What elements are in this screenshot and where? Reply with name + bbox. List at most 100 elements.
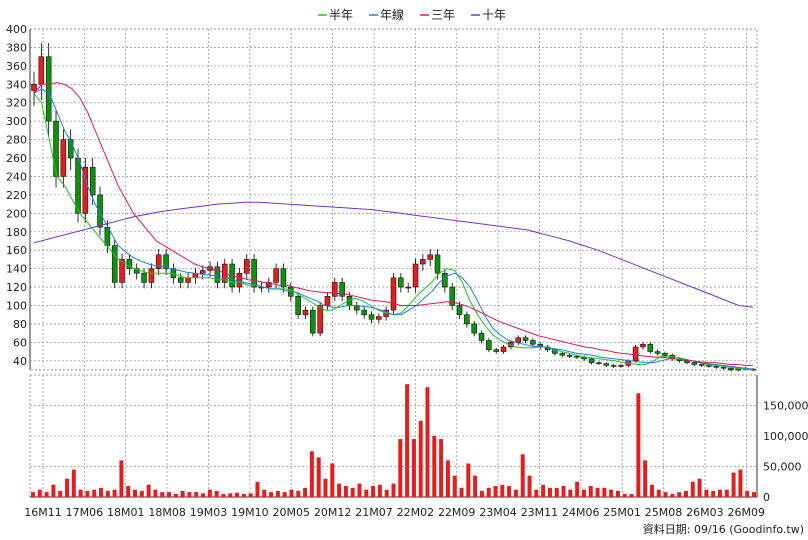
volume-bar [58,490,63,497]
candle-up [332,282,338,297]
volume-bar [133,489,138,497]
volume-bar [588,486,593,497]
volume-bar [479,490,484,497]
volume-bar [384,489,389,497]
volume-bar [683,490,688,497]
volume-bar [697,478,702,497]
volume-bar [112,489,117,497]
volume-bar [303,487,308,497]
time-tick-label: 23M11 [521,506,559,519]
volume-bar [275,490,280,497]
candle-up [324,296,331,306]
price-panel-grid [29,28,758,497]
candle-up [420,259,426,265]
price-tick-label: 140 [6,263,27,276]
price-tick-label: 400 [6,23,27,36]
ma-year-line [33,88,754,370]
candle-up [632,346,639,362]
volume-bar [677,492,682,497]
volume-bar [391,483,396,497]
candle-down [486,340,492,350]
candle-down [471,323,477,334]
candle-down [449,286,455,306]
volume-bar [398,439,403,497]
time-tick-label: 26M03 [686,506,724,519]
time-tick-label: 26M09 [728,506,766,519]
price-tick-label: 300 [6,115,27,128]
volume-bar [371,486,376,497]
volume-bar [194,492,199,497]
volume-bar [221,493,226,497]
candle-up [427,254,433,260]
volume-bar [643,460,648,497]
candle-down [251,259,257,288]
volume-bar [269,492,274,497]
volume-bar [214,490,219,497]
volume-bar [207,489,212,497]
volume-bar [316,457,321,497]
time-tick-label: 18M08 [148,506,186,519]
volume-tick-label: 50,000 [763,461,802,474]
price-tick-label: 180 [6,226,27,239]
volume-bar [405,384,410,497]
candle-down [89,166,96,196]
volume-bar [466,463,471,497]
price-tick-label: 100 [6,299,27,312]
candlestick-series [31,43,756,372]
volume-bar [330,463,335,497]
volume-bar [507,486,512,497]
volume-bar [602,487,607,497]
volume-bar [561,486,566,497]
volume-bar [296,490,301,497]
price-axis: 40 60 80 100 120 140 160 180 200 220 240 260 280 300 3… [6,23,31,370]
candle-down [141,272,147,283]
ma-three-year-line [33,81,753,366]
volume-bar [711,490,716,497]
candle-up [60,139,67,177]
volume-bar [235,492,240,497]
volume-bar [541,484,546,497]
time-tick-label: 24M06 [562,506,600,519]
volume-bar [282,492,287,497]
volume-bar [425,387,430,497]
candle-up [515,337,521,343]
candle-down [720,366,727,369]
volume-bar [92,489,97,497]
volume-bar [201,493,206,497]
candle-up [376,316,382,320]
volume-bar [323,478,328,497]
volume-bar [411,439,416,497]
price-tick-label: 320 [6,97,27,110]
legend-label: 三年 [431,8,455,22]
candle-up [119,259,125,283]
candle-up [236,272,243,288]
candle-up [244,259,250,274]
volume-bar [629,493,634,497]
volume-bar [418,420,423,497]
price-tick-label: 360 [6,60,27,73]
volume-bar [146,484,151,497]
time-tick-label: 25M08 [645,506,683,519]
candle-down [706,365,712,367]
volume-bar [432,436,437,497]
time-axis: 16M11 17M06 18M01 18M08 19M03 19M10 20M05 20M12… [24,506,765,519]
volume-bar [731,472,736,497]
volume-bar [31,492,35,497]
volume-bar [670,493,675,497]
volume-bar [228,493,233,497]
volume-bar [663,492,668,497]
candle-down [654,351,661,354]
candle-down [361,309,367,315]
price-tick-label: 240 [6,170,27,183]
price-tick-label: 200 [6,207,27,220]
candle-down [67,139,74,159]
volume-bar [704,489,709,497]
volume-bar [44,492,49,497]
candle-up [412,263,419,288]
volume-bar [439,439,444,497]
volume-bar [581,489,586,497]
time-tick-label: 25M01 [603,506,641,519]
volume-bar [99,487,104,497]
volume-bar [337,483,342,497]
time-tick-label: 23M04 [479,506,517,519]
